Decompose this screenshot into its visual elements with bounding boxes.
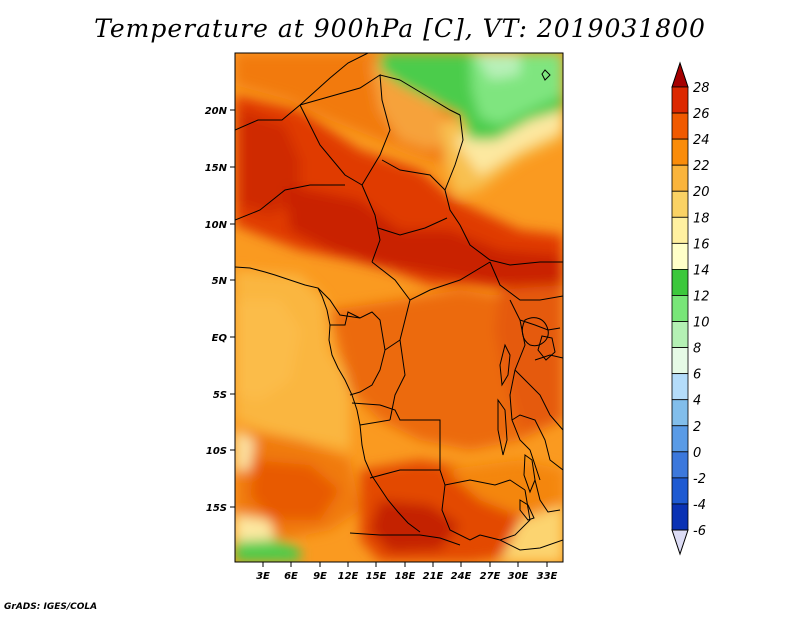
colorbar-segment	[671, 451, 689, 479]
colorbar-label: 0	[693, 446, 701, 461]
colorbar-label: 4	[693, 394, 701, 409]
colorbar-label: -4	[693, 498, 706, 513]
colorbar-segment	[671, 399, 689, 427]
colorbar-segment	[671, 190, 689, 218]
colorbar-segment	[671, 216, 689, 244]
x-tick-label: 6E	[284, 571, 298, 582]
y-tick-label: 15S	[206, 503, 227, 514]
map-title: Temperature at 900hPa [C], VT: 201903180…	[94, 14, 706, 43]
x-tick-label: 24E	[451, 571, 472, 582]
longitude-axis: 3E 6E 9E 12E 15E 18E 21E 24E 27E 30E 33E	[256, 562, 558, 582]
colorbar-segment	[671, 503, 689, 531]
colorbar-segment	[671, 373, 689, 401]
temperature-field	[235, 53, 563, 562]
colorbar-segment	[671, 477, 689, 505]
y-tick-label: 15N	[205, 163, 228, 174]
y-tick-label: 5S	[213, 390, 227, 401]
colorbar-label: 12	[693, 289, 710, 304]
colorbar-label: 18	[693, 211, 710, 226]
colorbar-label: 16	[693, 237, 710, 252]
country-borders	[235, 53, 563, 551]
colorbar-over-triangle	[671, 61, 689, 88]
colorbar-segment	[671, 112, 689, 140]
x-tick-label: 15E	[366, 571, 387, 582]
colorbar-segment	[671, 138, 689, 166]
colorbar-segment	[671, 295, 689, 322]
x-tick-label: 21E	[423, 571, 444, 582]
colorbar-label: -6	[693, 524, 706, 539]
x-tick-label: 3E	[256, 571, 270, 582]
colorbar-label: 24	[693, 133, 710, 148]
x-tick-label: 18E	[395, 571, 416, 582]
colorbar-segment	[671, 321, 689, 348]
y-tick-label: EQ	[212, 333, 228, 344]
x-tick-label: 9E	[313, 571, 327, 582]
colorbar-under-triangle	[671, 529, 689, 556]
colorbar-label: -2	[693, 472, 706, 487]
colorbar-segment	[671, 242, 689, 270]
x-tick-label: 27E	[480, 571, 501, 582]
grads-credit: GrADS: IGES/COLA	[4, 602, 98, 612]
colorbar-segment	[671, 164, 689, 192]
colorbar-label: 6	[693, 368, 701, 383]
map-frame	[234, 52, 564, 563]
y-tick-label: 10S	[206, 446, 227, 457]
colorbar-segment	[671, 86, 689, 114]
colorbar-label: 10	[693, 316, 710, 331]
colorbar-segment	[671, 425, 689, 453]
colorbar-label: 20	[693, 185, 710, 200]
colorbar-label: 14	[693, 263, 710, 278]
colorbar-label: 8	[693, 342, 701, 357]
y-tick-label: 5N	[212, 276, 228, 287]
y-tick-label: 10N	[205, 220, 228, 231]
x-tick-label: 12E	[338, 571, 359, 582]
x-tick-label: 30E	[508, 571, 529, 582]
latitude-axis: 20N 15N 10N 5N EQ 5S 10S 15S	[205, 106, 235, 514]
colorbar-label: 28	[693, 81, 710, 96]
colorbar-segment	[671, 347, 689, 375]
colorbar-label: 26	[693, 107, 710, 122]
colorbar-label: 22	[693, 159, 710, 174]
y-tick-label: 20N	[205, 106, 228, 117]
colorbar-segment	[671, 269, 689, 296]
colorbar-label: 2	[693, 420, 701, 435]
x-tick-label: 33E	[537, 571, 558, 582]
